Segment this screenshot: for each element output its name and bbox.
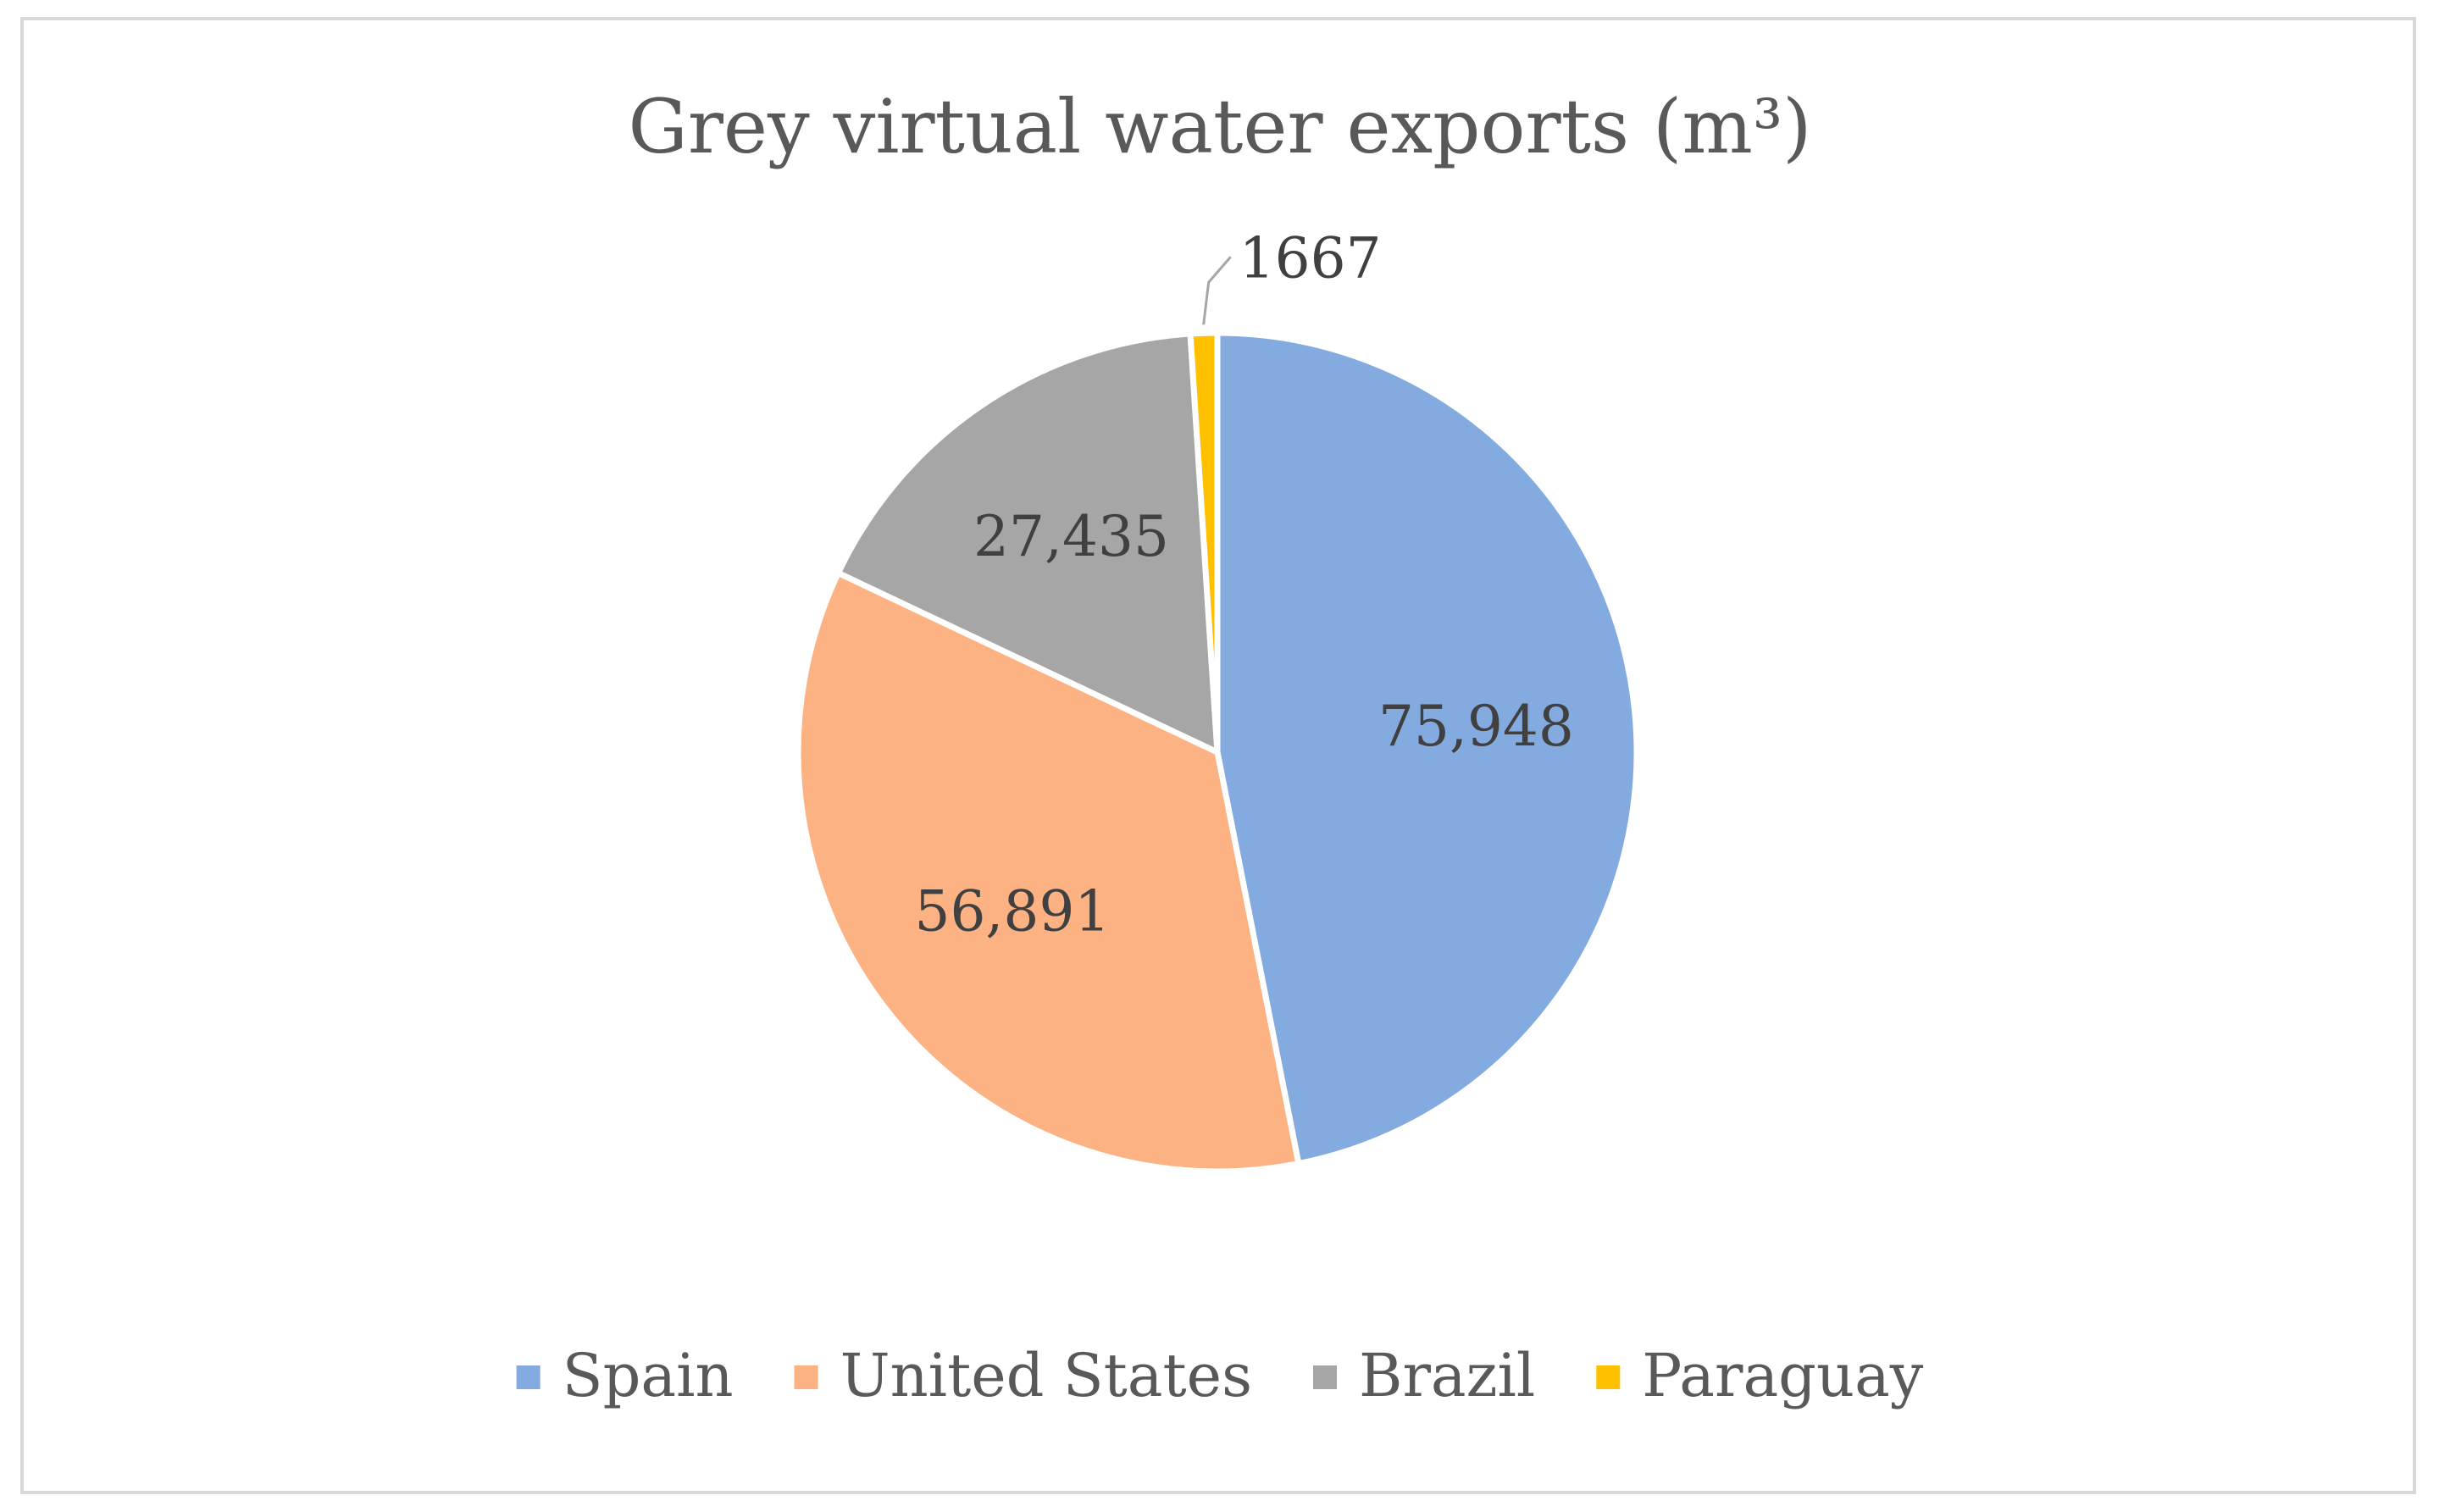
chart-title: Grey virtual water exports (m³) xyxy=(629,83,1812,170)
leader-line-paraguay xyxy=(1202,256,1232,325)
data-label-spain: 75,948 xyxy=(1378,694,1574,759)
legend-label-brazil: Brazil xyxy=(1359,1341,1535,1410)
data-labels: 75,948 56,891 27,435 1667 xyxy=(914,225,1573,944)
pie-slice-spain xyxy=(1214,330,1640,1167)
legend-swatch-brazil xyxy=(1313,1365,1337,1389)
legend: Spain United States Brazil Paraguay xyxy=(516,1341,1924,1410)
legend-swatch-paraguay xyxy=(1596,1365,1621,1389)
legend-swatch-spain xyxy=(516,1365,540,1389)
pie-slice-united-states xyxy=(795,569,1302,1175)
pie-slice-brazil xyxy=(834,330,1221,756)
legend-item-paraguay: Paraguay xyxy=(1596,1341,1924,1410)
legend-label-paraguay: Paraguay xyxy=(1642,1341,1924,1410)
data-label-paraguay: 1667 xyxy=(1239,225,1382,291)
data-label-united-states: 56,891 xyxy=(914,879,1110,944)
legend-swatch-united-states xyxy=(794,1365,818,1389)
pie-slices xyxy=(795,330,1640,1175)
legend-label-united-states: United States xyxy=(840,1341,1252,1410)
legend-item-brazil: Brazil xyxy=(1313,1341,1535,1410)
legend-item-united-states: United States xyxy=(794,1341,1252,1410)
legend-item-spain: Spain xyxy=(516,1341,734,1410)
legend-label-spain: Spain xyxy=(563,1341,734,1410)
data-label-brazil: 27,435 xyxy=(973,504,1169,569)
pie-slice-paraguay xyxy=(1187,330,1221,756)
